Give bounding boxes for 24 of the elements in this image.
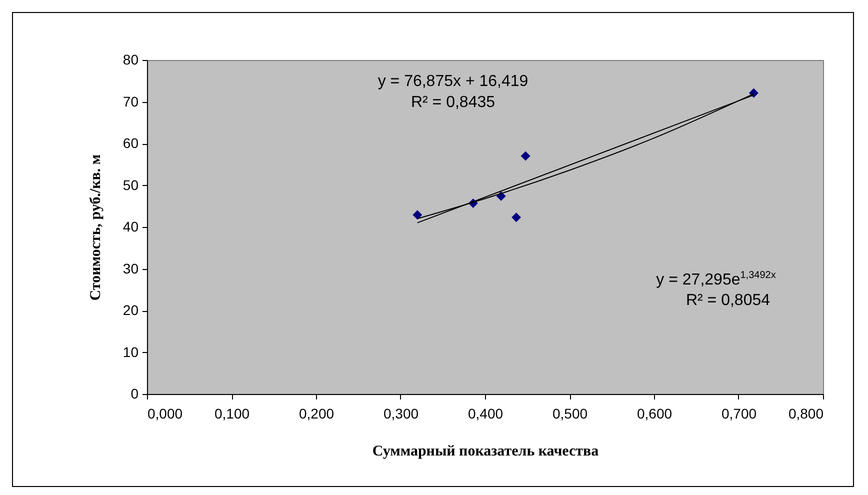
x-tick-label: 0,600 bbox=[636, 406, 672, 422]
x-tick-label: 0,700 bbox=[721, 406, 757, 422]
x-tick-label: 0,800 bbox=[788, 406, 824, 422]
annotation: y = 76,875x + 16,419 bbox=[378, 73, 528, 91]
y-tick-label: 40 bbox=[122, 218, 139, 234]
x-tick-label: 0,300 bbox=[383, 406, 419, 422]
y-tick-label: 30 bbox=[122, 260, 139, 276]
y-axis-title: Стоимость, руб./кв. м bbox=[88, 154, 104, 301]
annotation: R² = 0,8054 bbox=[686, 292, 770, 310]
y-tick-label: 80 bbox=[122, 52, 139, 68]
annotation: R² = 0,8435 bbox=[410, 94, 496, 112]
x-tick-label: 0,400 bbox=[468, 406, 504, 422]
x-tick-label: 0,100 bbox=[214, 406, 250, 422]
y-tick-label: 50 bbox=[122, 176, 139, 193]
x-tick-label: 0,200 bbox=[298, 406, 334, 422]
x-axis-title: Суммарный показатель качества bbox=[372, 444, 600, 460]
x-tick-label: 0,000 bbox=[148, 406, 183, 422]
y-tick-label: 70 bbox=[122, 93, 139, 110]
y-tick-label: 20 bbox=[122, 302, 139, 318]
y-tick-label: 10 bbox=[122, 344, 139, 360]
x-tick-label: 0,500 bbox=[552, 406, 588, 422]
annotation: y = 27,295e$^{1,3492x}$ bbox=[656, 270, 776, 290]
y-tick-label: 0 bbox=[130, 386, 139, 402]
y-tick-label: 60 bbox=[122, 135, 139, 151]
